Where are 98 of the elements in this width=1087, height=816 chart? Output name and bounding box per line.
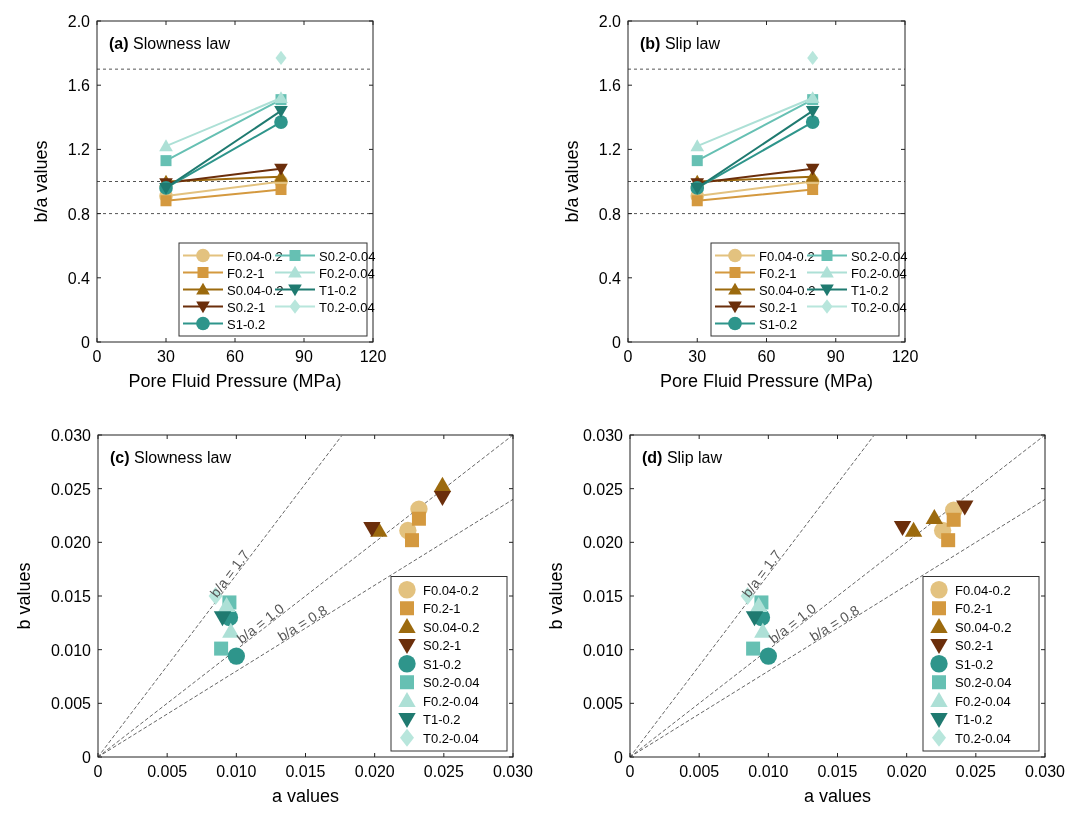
legend-label: S0.2-1	[955, 638, 994, 654]
legend-label: S0.2-0.04	[423, 675, 480, 691]
x-tick-label: 0	[93, 763, 103, 780]
legend-label: T1-0.2	[955, 712, 993, 728]
legend-label: S0.04-0.2	[955, 619, 1012, 635]
y-tick-label: 0.4	[67, 269, 91, 287]
legend-label: S1-0.2	[955, 656, 994, 672]
x-tick-label: 60	[226, 348, 244, 365]
y-tick-label: 2.0	[67, 13, 91, 30]
y-tick-label: 0.4	[598, 269, 622, 287]
y-tick-label: 2.0	[598, 13, 622, 30]
legend-label: T0.2-0.04	[319, 299, 375, 315]
text: (a) Slowness law	[109, 35, 231, 52]
legend-label: S0.2-0.04	[851, 248, 908, 264]
x-tick-label: 0.015	[817, 763, 858, 780]
y-tick-label: 0.020	[582, 534, 624, 552]
x-tick-label: 90	[295, 348, 313, 365]
y-tick-label: 0.005	[50, 695, 92, 713]
y-tick-label: 0	[614, 749, 624, 766]
y-tick-label: 0.025	[582, 480, 624, 498]
legend-label: F0.2-0.04	[851, 265, 907, 281]
legend-label: F0.2-1	[227, 265, 265, 281]
legend-label: S0.2-0.04	[955, 675, 1012, 691]
y-tick-label: 0.010	[582, 641, 624, 659]
x-tick-label: 30	[688, 348, 707, 365]
legend-label: F0.2-0.04	[319, 265, 375, 281]
x-tick-label: 0.030	[492, 763, 534, 780]
y-tick-label: 0.030	[582, 427, 624, 444]
y-tick-label: 0.025	[50, 480, 92, 498]
legend-label: F0.2-1	[759, 265, 797, 281]
y-tick-label: 1.2	[598, 141, 622, 159]
text: (b) Slip law	[640, 35, 721, 52]
y-tick-label: 0	[82, 749, 92, 766]
x-tick-label: 120	[891, 348, 919, 365]
legend-label: F0.04-0.2	[423, 582, 479, 598]
x-tick-label: 0.015	[285, 763, 326, 780]
y-tick-label: 1.6	[598, 77, 622, 95]
y-tick-label: 1.6	[67, 77, 91, 95]
legend-label: F0.2-1	[955, 601, 993, 617]
x-tick-label: 0.030	[1024, 763, 1066, 780]
legend-label: S0.2-0.04	[319, 248, 376, 264]
y-tick-label: 1.2	[67, 141, 91, 159]
legend-label: S1-0.2	[423, 656, 462, 672]
y-tick-label: 0.8	[598, 205, 622, 223]
y-tick-label: 0.8	[67, 205, 91, 223]
legend-label: F0.04-0.2	[759, 248, 815, 264]
x-tick-label: 0.025	[955, 763, 996, 780]
x-tick-label: 30	[157, 348, 175, 365]
legend-label: S0.04-0.2	[227, 282, 284, 298]
legend-label: T1-0.2	[423, 712, 461, 728]
legend-label: T0.2-0.04	[423, 730, 479, 746]
text: (c) Slowness law	[110, 449, 232, 466]
text: b/a = 1.7	[738, 546, 785, 601]
x-tick-label: 0.020	[886, 763, 927, 780]
legend-label: F0.2-0.04	[955, 693, 1011, 709]
legend-label: F0.2-0.04	[423, 693, 479, 709]
x-tick-label: 0.020	[354, 763, 395, 780]
x-tick-label: 120	[359, 348, 387, 365]
x-tick-label: 0.005	[147, 763, 188, 780]
legend-label: S0.2-1	[759, 299, 798, 315]
x-axis-title: Pore Fluid Pressure (MPa)	[128, 371, 342, 391]
legend-label: T1-0.2	[319, 282, 357, 298]
y-axis-title: b values	[546, 562, 566, 630]
legend-label: F0.04-0.2	[227, 248, 283, 264]
x-tick-label: 0.025	[423, 763, 464, 780]
x-tick-label: 0.010	[216, 763, 257, 780]
legend-label: S0.2-1	[423, 638, 462, 654]
y-tick-label: 0.015	[582, 588, 624, 605]
legend-label: S0.04-0.2	[759, 282, 816, 298]
x-tick-label: 0.010	[748, 763, 789, 780]
y-axis-title: b/a values	[31, 140, 51, 223]
legend-label: T0.2-0.04	[851, 299, 907, 315]
x-tick-label: 60	[757, 348, 776, 365]
x-tick-label: 90	[826, 348, 845, 365]
legend-label: S0.2-1	[227, 299, 266, 315]
y-tick-label: 0.020	[50, 534, 92, 552]
y-tick-label: 0.030	[50, 427, 92, 444]
x-tick-label: 0	[625, 763, 635, 780]
text: (d) Slip law	[642, 449, 723, 466]
y-tick-label: 0.015	[50, 588, 92, 605]
y-tick-label: 0	[612, 334, 622, 351]
legend-label: S1-0.2	[759, 316, 798, 332]
legend-label: S0.04-0.2	[423, 619, 480, 635]
x-tick-label: 0.005	[679, 763, 720, 780]
y-axis-title: b/a values	[562, 140, 582, 223]
x-axis-title: a values	[803, 786, 872, 806]
y-tick-label: 0	[81, 334, 91, 351]
x-axis-title: a values	[271, 786, 340, 806]
legend-label: F0.2-1	[423, 601, 461, 617]
legend-label: S1-0.2	[227, 316, 266, 332]
y-tick-label: 0.010	[50, 641, 92, 659]
text: b/a = 1.7	[206, 546, 253, 601]
y-tick-label: 0.005	[582, 695, 624, 713]
y-axis-title: b values	[14, 562, 34, 630]
legend-label: T0.2-0.04	[955, 730, 1011, 746]
legend-label: F0.04-0.2	[955, 582, 1011, 598]
x-axis-title: Pore Fluid Pressure (MPa)	[659, 371, 874, 391]
legend-label: T1-0.2	[851, 282, 889, 298]
